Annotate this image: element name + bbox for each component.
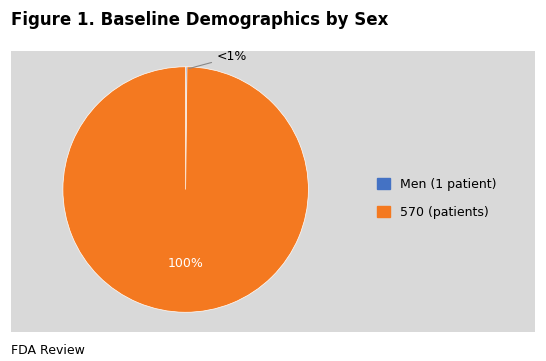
Text: 100%: 100% (168, 257, 204, 270)
Text: <1%: <1% (189, 51, 247, 69)
Text: Figure 1. Baseline Demographics by Sex: Figure 1. Baseline Demographics by Sex (11, 11, 388, 29)
Wedge shape (186, 67, 187, 190)
Legend: Men (1 patient), 570 (patients): Men (1 patient), 570 (patients) (372, 173, 501, 224)
Text: FDA Review: FDA Review (11, 344, 85, 357)
Wedge shape (63, 67, 308, 312)
